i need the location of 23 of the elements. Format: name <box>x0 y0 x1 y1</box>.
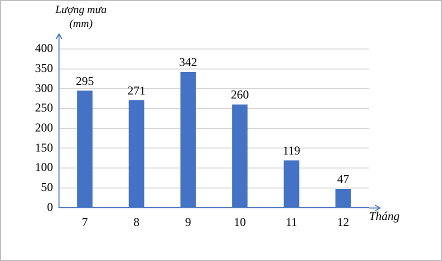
x-tick-label: 8 <box>134 214 140 229</box>
data-label: 271 <box>128 83 146 98</box>
x-tick-label: 12 <box>337 214 350 229</box>
x-tick-label: 9 <box>185 214 192 229</box>
data-label: 295 <box>76 74 94 88</box>
y-axis-title: Lượng mưa (mm) <box>54 3 108 31</box>
y-tick-label: 250 <box>35 100 53 115</box>
data-label: 342 <box>179 55 198 70</box>
y-tick-label: 150 <box>35 140 53 154</box>
y-tick-label: 50 <box>41 180 53 194</box>
data-label: 260 <box>230 88 249 102</box>
y-tick-label: 0 <box>47 200 53 214</box>
y-tick-label: 100 <box>35 160 53 174</box>
y-tick-label: 400 <box>35 41 53 56</box>
x-tick-label: 11 <box>286 214 298 229</box>
x-tick-label: 10 <box>234 214 246 229</box>
data-label: 119 <box>282 144 300 158</box>
y-tick-label: 350 <box>35 60 53 75</box>
x-tick-label: 7 <box>82 214 88 229</box>
x-axis-title: Tháng <box>369 209 400 224</box>
y-tick-label: 300 <box>35 80 53 95</box>
y-tick-label: 200 <box>35 120 53 134</box>
data-label: 47 <box>337 172 350 186</box>
